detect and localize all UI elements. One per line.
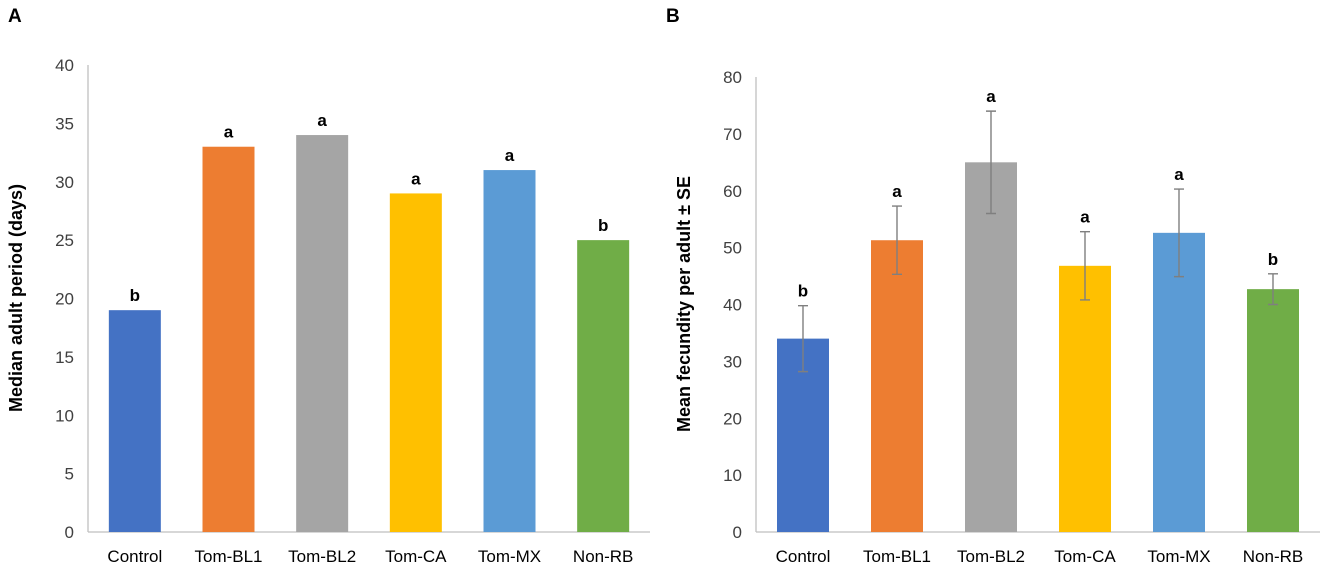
panel-a-ytick-label: 20 — [55, 290, 74, 309]
panel-a-ytick-label: 35 — [55, 114, 74, 133]
panel-b-error-bar — [1080, 231, 1090, 301]
panel-a-ylabel: Median adult period (days) — [6, 184, 26, 412]
panel-b-ylabel: Mean fecundity per adult ± SE — [674, 176, 694, 432]
panel-b-category-label: Non-RB — [1243, 547, 1303, 566]
panel-a-category-label: Tom-MX — [478, 547, 541, 566]
panel-b-yticks: 0 10 20 30 40 50 60 70 80 — [723, 68, 742, 542]
panel-b-significance-letter: a — [1174, 165, 1184, 184]
panel-b-ytick-label: 70 — [723, 125, 742, 144]
panel-b-ytick-label: 30 — [723, 352, 742, 371]
panel-b-category-label: Tom-CA — [1054, 547, 1116, 566]
panel-b-ytick-label: 50 — [723, 239, 742, 258]
panel-b-ytick-label: 10 — [723, 466, 742, 485]
panel-a-ytick-label: 30 — [55, 173, 74, 192]
panel-a-ytick-label: 25 — [55, 231, 74, 250]
panel-a-significance-letter: a — [317, 111, 327, 130]
panel-b-letters: b a a a a b — [798, 87, 1278, 301]
panel-a-yticks: 0 5 10 15 20 25 30 35 40 — [55, 56, 74, 542]
panel-a-ytick-label: 40 — [55, 56, 74, 75]
panel-a-bar-tom-bl1 — [202, 146, 255, 532]
panel-b-ytick-label: 60 — [723, 182, 742, 201]
panel-b-significance-letter: b — [798, 282, 808, 301]
panel-b-error-bar — [1174, 188, 1184, 278]
panel-b-significance-letter: b — [1268, 250, 1278, 269]
panel-b-bars — [777, 162, 1299, 532]
panel-a-ytick-label: 10 — [55, 406, 74, 425]
panel-b-error-bar — [892, 205, 902, 276]
panel-b-error-bar — [1268, 273, 1278, 306]
panel-b-category-label: Tom-BL1 — [863, 547, 931, 566]
panel-b-ytick-label: 40 — [723, 296, 742, 315]
panel-b-categories: Control Tom-BL1 Tom-BL2 Tom-CA Tom-MX Non-RB — [776, 547, 1304, 566]
panel-b-bar-tom-bl1 — [871, 240, 923, 532]
panel-a-category-label: Tom-BL2 — [288, 547, 356, 566]
panel-b-category-label: Control — [776, 547, 831, 566]
panel-b-category-label: Tom-MX — [1147, 547, 1210, 566]
panel-a-significance-letter: a — [224, 123, 234, 142]
panel-a-letters: b a a a a b — [130, 111, 609, 305]
panel-b: B Mean fecundity per adult ± SE 0 10 20 30 4… — [666, 6, 1320, 566]
panel-a-category-label: Control — [107, 547, 162, 566]
panel-a-bar-tom-mx — [483, 170, 536, 532]
panel-a-categories: Control Tom-BL1 Tom-BL2 Tom-CA Tom-MX Non-RB — [107, 547, 633, 566]
panel-b-error-bar — [986, 110, 996, 215]
panel-b-error-bars — [798, 110, 1278, 373]
panel-a-significance-letter: a — [411, 169, 421, 188]
panel-b-significance-letter: a — [986, 87, 996, 106]
panel-b-error-bar — [798, 304, 808, 373]
panel-a-significance-letter: a — [505, 146, 515, 165]
panel-a-bar-control — [108, 310, 161, 532]
panel-a-letter: A — [8, 6, 22, 27]
panel-b-bar-tom-bl2 — [965, 162, 1017, 532]
panel-a-bar-tom-ca — [389, 193, 442, 533]
panel-a-ytick-label: 5 — [65, 465, 74, 484]
panel-b-ytick-label: 0 — [733, 523, 742, 542]
panel-a-significance-letter: b — [598, 216, 608, 235]
panel-a-category-label: Tom-BL1 — [194, 547, 262, 566]
panel-b-significance-letter: a — [892, 182, 902, 201]
panel-a: A Median adult period (days) 0 5 10 15 20 25 3… — [6, 6, 650, 566]
panel-b-bar-tom-ca — [1059, 265, 1111, 532]
panel-a-ytick-label: 0 — [65, 523, 74, 542]
panel-b-category-label: Tom-BL2 — [957, 547, 1025, 566]
panel-b-bar-tom-mx — [1153, 232, 1205, 532]
panel-b-ytick-label: 80 — [723, 68, 742, 87]
panel-a-bars — [108, 135, 630, 533]
panel-b-ytick-label: 20 — [723, 409, 742, 428]
panel-a-significance-letter: b — [130, 286, 140, 305]
panel-a-ytick-label: 15 — [55, 348, 74, 367]
panel-a-category-label: Tom-CA — [385, 547, 447, 566]
panel-b-significance-letter: a — [1080, 208, 1090, 227]
panel-b-bar-non-rb — [1247, 289, 1299, 532]
panel-a-category-label: Non-RB — [573, 547, 633, 566]
panel-a-bar-non-rb — [577, 240, 630, 532]
panel-a-bar-tom-bl2 — [296, 135, 349, 533]
panel-b-letter: B — [666, 6, 680, 27]
